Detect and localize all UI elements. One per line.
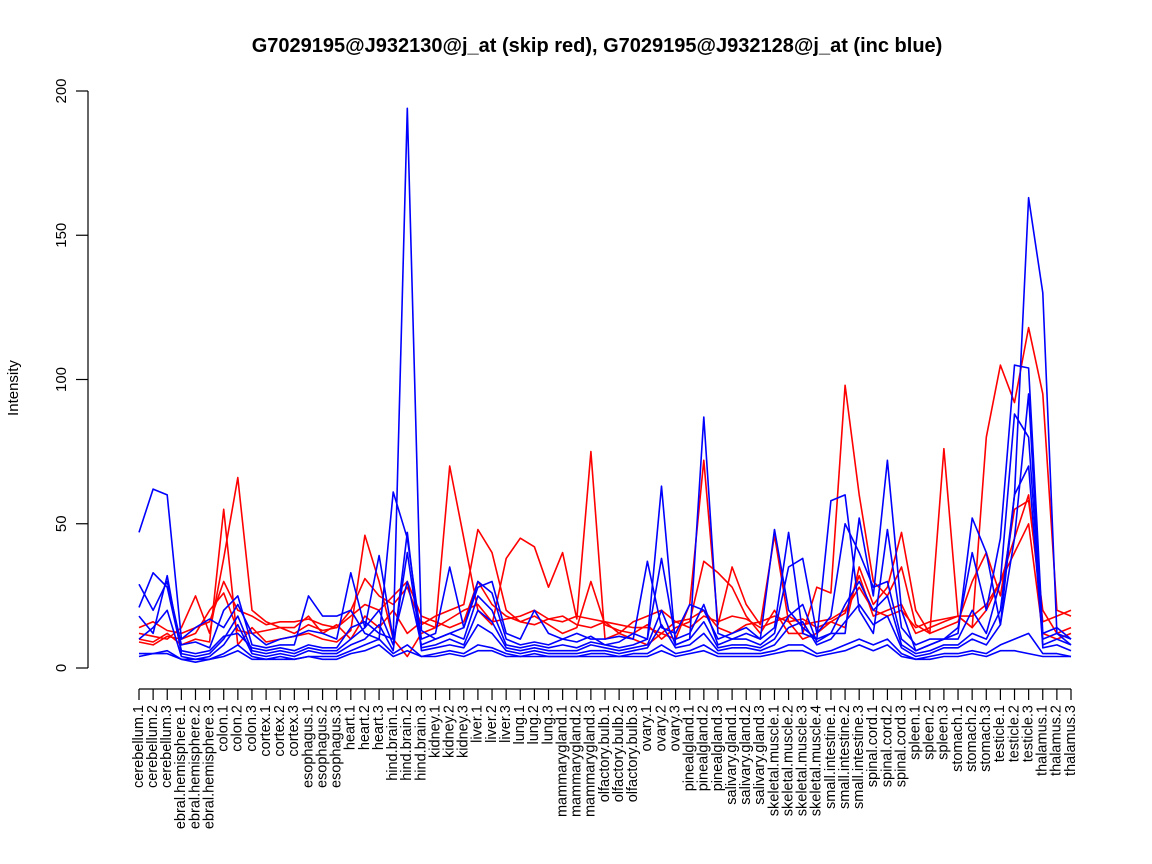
x-tick-label: stomach.3 bbox=[978, 705, 994, 772]
x-tick-label: spinal.cord.3 bbox=[893, 705, 909, 787]
x-tick-label: salivary.gland.3 bbox=[752, 705, 768, 805]
y-tick-label: 50 bbox=[53, 515, 70, 532]
x-tick-label: testicle.3 bbox=[1020, 705, 1036, 762]
x-tick-label: testicle.1 bbox=[992, 705, 1008, 762]
x-tick-label: small.intestine.3 bbox=[851, 705, 867, 809]
x-tick-label: salivary.gland.2 bbox=[738, 705, 754, 805]
x-tick-label: salivary.gland.1 bbox=[724, 705, 740, 805]
inc-blue-series-line-4 bbox=[138, 107, 1072, 652]
y-axis-label: Intensity bbox=[5, 360, 22, 416]
x-tick-label: olfactory.bulb.1 bbox=[597, 705, 613, 802]
x-tick-label: lung.3 bbox=[540, 705, 556, 745]
x-tick-label: small.intestine.2 bbox=[837, 705, 853, 809]
x-tick-label: cerebellum.1 bbox=[131, 705, 147, 788]
x-tick-label: esophagus.1 bbox=[300, 705, 316, 788]
x-tick-label: mammarygland.3 bbox=[583, 705, 599, 817]
x-tick-label: ebral.hemisphere.1 bbox=[173, 705, 189, 829]
x-tick-label: hind.brain.3 bbox=[413, 705, 429, 781]
x-tick-label: skeletal.muscle.1 bbox=[766, 705, 782, 816]
y-axis: 0 50 100 150 200 bbox=[53, 78, 89, 672]
x-tick-label: hind.brain.1 bbox=[385, 705, 401, 781]
inc-blue-series-line-8 bbox=[138, 393, 1072, 661]
x-tick-label: liver.3 bbox=[498, 705, 514, 743]
x-tick-label: small.intestine.1 bbox=[823, 705, 839, 809]
x-tick-label: colon.3 bbox=[244, 705, 260, 752]
chart-title: G7029195@J932130@j_at (skip red), G70291… bbox=[252, 35, 943, 57]
x-tick-label: heart.3 bbox=[371, 705, 387, 750]
x-tick-label: thalamus.1 bbox=[1035, 705, 1051, 776]
inc-blue-series-line-10 bbox=[138, 644, 1071, 664]
x-tick-label: cortex.2 bbox=[272, 705, 288, 757]
x-tick-label: spleen.3 bbox=[936, 705, 952, 760]
x-tick-label: mammarygland.2 bbox=[569, 705, 585, 817]
skip-red-series-line-1 bbox=[138, 384, 1072, 640]
x-tick-label: colon.2 bbox=[230, 705, 246, 752]
x-tick-label: colon.1 bbox=[216, 705, 232, 752]
x-axis: cerebellum.1cerebellum.2cerebellum.3ebra… bbox=[131, 688, 1079, 829]
x-tick-label: esophagus.2 bbox=[314, 705, 330, 788]
x-tick-label: cortex.1 bbox=[258, 705, 274, 757]
x-tick-label: pinealgland.3 bbox=[710, 705, 726, 791]
x-tick-label: spleen.2 bbox=[922, 705, 938, 760]
x-tick-label: lung.1 bbox=[512, 705, 528, 745]
series-layer bbox=[138, 107, 1072, 664]
x-tick-label: stomach.2 bbox=[964, 705, 980, 772]
x-tick-label: hind.brain.2 bbox=[399, 705, 415, 781]
x-tick-label: cerebellum.2 bbox=[145, 705, 161, 788]
x-tick-label: liver.1 bbox=[470, 705, 486, 743]
inc-blue-series-line-5 bbox=[138, 364, 1072, 649]
x-tick-label: skeletal.muscle.4 bbox=[809, 705, 825, 816]
x-tick-label: ovary.1 bbox=[639, 705, 655, 751]
x-tick-label: liver.2 bbox=[484, 705, 500, 743]
x-tick-label: spleen.1 bbox=[907, 705, 923, 760]
x-tick-label: ovary.3 bbox=[667, 705, 683, 751]
x-tick-label: kidney.3 bbox=[456, 705, 472, 758]
x-tick-label: pinealgland.2 bbox=[696, 705, 712, 791]
x-tick-label: skeletal.muscle.3 bbox=[795, 705, 811, 816]
x-tick-label: thalamus.2 bbox=[1049, 705, 1065, 776]
x-tick-label: heart.2 bbox=[357, 705, 373, 750]
skip-red-series-line-3 bbox=[138, 494, 1072, 635]
x-tick-label: testicle.2 bbox=[1006, 705, 1022, 762]
y-tick-label: 0 bbox=[53, 664, 70, 672]
x-tick-label: thalamus.3 bbox=[1063, 705, 1079, 776]
x-tick-label: spinal.cord.2 bbox=[879, 705, 895, 787]
y-tick-label: 100 bbox=[53, 367, 70, 392]
inc-blue-series-line-7 bbox=[138, 465, 1072, 658]
x-tick-label: spinal.cord.1 bbox=[865, 705, 881, 787]
skip-red-series-line-0 bbox=[138, 326, 1072, 658]
x-tick-label: ebral.hemisphere.3 bbox=[201, 705, 217, 829]
inc-blue-series-line-6 bbox=[138, 413, 1072, 655]
x-tick-label: ebral.hemisphere.2 bbox=[187, 705, 203, 829]
x-tick-label: olfactory.bulb.3 bbox=[625, 705, 641, 802]
y-tick-label: 150 bbox=[53, 223, 70, 248]
x-tick-label: lung.2 bbox=[526, 705, 542, 745]
y-tick-label: 200 bbox=[53, 78, 70, 103]
x-tick-label: skeletal.muscle.2 bbox=[780, 705, 796, 816]
x-tick-label: stomach.1 bbox=[950, 705, 966, 772]
x-tick-label: kidney.1 bbox=[427, 705, 443, 758]
x-tick-label: cortex.3 bbox=[286, 705, 302, 757]
x-tick-label: olfactory.bulb.2 bbox=[611, 705, 627, 802]
x-tick-label: cerebellum.3 bbox=[159, 705, 175, 788]
x-tick-label: heart.1 bbox=[343, 705, 359, 750]
x-tick-label: kidney.2 bbox=[441, 705, 457, 758]
x-tick-label: ovary.2 bbox=[653, 705, 669, 751]
x-tick-label: pinealgland.1 bbox=[682, 705, 698, 791]
x-tick-label: esophagus.3 bbox=[329, 705, 345, 788]
x-tick-label: mammarygland.1 bbox=[554, 705, 570, 817]
